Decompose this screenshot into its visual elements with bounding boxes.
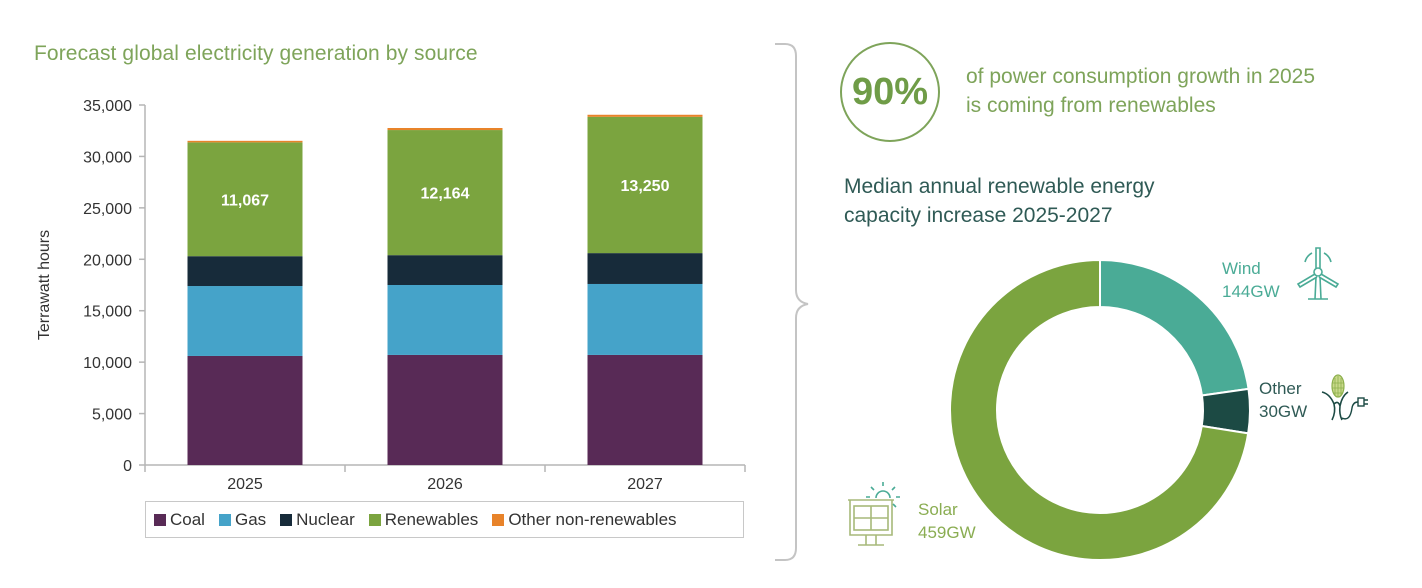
bar-segment-coal-2026 [387,354,503,465]
legend-swatch [492,513,505,526]
y-tick-label: 15,000 [83,304,132,321]
y-tick-label: 10,000 [83,355,132,372]
bar-segment-coal-2027 [587,354,703,465]
legend-swatch [368,513,381,526]
stat-percentage-circle: 90% [840,42,940,142]
donut-chart-title: Median annual renewable energy capacity … [844,175,1155,227]
bar-segment-other-non-renewables-2026 [387,127,503,131]
legend-label: Gas [234,509,267,529]
y-tick-label: 25,000 [83,201,132,218]
bar-segment-other-non-renewables-2025 [187,140,303,143]
legend-label: Nuclear [296,509,355,529]
bar-segment-coal-2025 [187,355,303,465]
donut-slice-solar [949,258,1250,561]
legend-swatch [154,513,166,526]
wind-turbine-icon [1296,247,1340,300]
stat-value: 90% [851,70,929,113]
solar-label-value: 459GW [918,523,976,542]
x-tick-label: 2026 [427,476,463,493]
solar-label-name: Solar [918,500,958,519]
solar-panel-icon [848,482,900,546]
y-tick-label: 20,000 [83,252,132,269]
wind-label-name: Wind [1222,259,1261,278]
wind-label-value: 144GW [1222,282,1280,301]
y-tick-label: 5,000 [92,407,132,424]
x-tick-label: 2027 [627,476,663,493]
y-tick-label: 0 [123,458,132,475]
legend-swatch [280,513,293,526]
donut-label-other: Other 30GW [1259,377,1307,423]
stacked-bar-chart: 0 5,000 10,000 15,000 20,000 25,000 30,000 35,0… [36,98,746,493]
other-label-value: 30GW [1259,402,1308,421]
bar-segment-nuclear-2026 [387,255,503,285]
bar-segment-renewables-2026 [387,130,503,256]
legend-item-coal: Coal [154,510,205,530]
bar-chart-title: Forecast global electricity generation b… [34,42,478,65]
curly-brace-divider [775,43,809,561]
legend-swatch [218,513,231,526]
donut-label-solar: Solar 459GW [918,498,976,544]
bar-data-label: 13,250 [621,178,670,195]
donut-label-wind: Wind 144GW [1222,257,1280,303]
bar-segment-gas-2025 [187,286,303,356]
stat-description: of power consumption growth in 2025 is c… [966,65,1316,117]
legend-item-gas: Gas [218,509,267,530]
biomass-plug-icon [1321,374,1368,421]
other-label-name: Other [1259,379,1302,398]
legend-label: Renewables [384,509,479,529]
bar-segment-renewables-2025 [187,142,303,257]
bar-segment-nuclear-2025 [187,256,303,287]
x-tick-label: 2025 [227,476,263,493]
bar-data-label: 11,067 [221,192,269,209]
bar-segment-nuclear-2027 [587,253,703,284]
y-tick-label: 30,000 [83,149,132,166]
bar-segment-gas-2026 [387,285,503,355]
legend-item-nuclear: Nuclear [280,510,355,530]
y-axis-label: Terrawatt hours [36,230,53,340]
legend-label: Other non-renewables [508,509,677,529]
bar-chart-legend: Coal Gas Nuclear Renewables Other non-renewa… [145,501,744,538]
legend-item-renewables: Renewables [368,509,479,530]
bar-segment-other-non-renewables-2027 [587,114,703,117]
y-tick-label: 35,000 [83,98,132,115]
legend-item-other-non-renewables: Other non-renewables [492,509,677,530]
bar-segment-gas-2027 [587,283,703,355]
bar-segment-renewables-2027 [587,116,703,254]
legend-label: Coal [170,509,205,529]
bar-data-label: 12,164 [421,186,470,203]
